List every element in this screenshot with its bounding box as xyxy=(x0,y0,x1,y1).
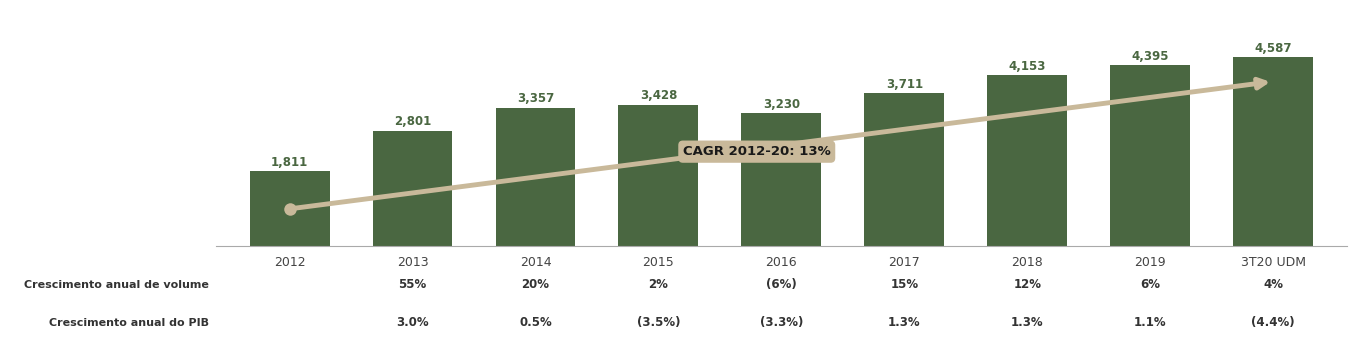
Text: 4%: 4% xyxy=(1264,278,1283,291)
Bar xyxy=(373,130,452,246)
Text: CAGR 2012-20: 13%: CAGR 2012-20: 13% xyxy=(683,145,831,158)
Bar xyxy=(1233,57,1313,246)
Text: 1.3%: 1.3% xyxy=(888,316,921,329)
Text: Orizon: Orizon xyxy=(29,151,82,166)
Text: resíduos: resíduos xyxy=(29,116,100,131)
Text: 3.0%: 3.0% xyxy=(396,316,429,329)
Bar xyxy=(988,75,1067,246)
Text: 3,357: 3,357 xyxy=(516,92,555,105)
Text: 3,230: 3,230 xyxy=(762,98,800,110)
Text: 2,801: 2,801 xyxy=(393,115,432,128)
Text: (4.4%): (4.4%) xyxy=(1251,316,1295,329)
Text: 4,587: 4,587 xyxy=(1254,42,1292,55)
Text: 0.5%: 0.5% xyxy=(519,316,552,329)
Bar xyxy=(619,105,698,246)
Text: 20%: 20% xyxy=(522,278,549,291)
Text: 1,811: 1,811 xyxy=(270,156,309,169)
FancyArrowPatch shape xyxy=(292,79,1265,208)
Text: (6%): (6%) xyxy=(766,278,796,291)
Text: 15%: 15% xyxy=(891,278,918,291)
Text: Volume de: Volume de xyxy=(29,81,116,96)
Text: (kton): (kton) xyxy=(29,182,71,196)
Bar xyxy=(1111,65,1190,246)
Text: 55%: 55% xyxy=(399,278,426,291)
Text: 1.1%: 1.1% xyxy=(1134,316,1167,329)
Text: 4,395: 4,395 xyxy=(1131,50,1169,63)
Text: Crescimento anual de volume: Crescimento anual de volume xyxy=(25,280,209,290)
Text: 6%: 6% xyxy=(1141,278,1160,291)
Text: 3,428: 3,428 xyxy=(639,89,678,103)
Text: 4,153: 4,153 xyxy=(1008,60,1046,73)
Text: 12%: 12% xyxy=(1014,278,1041,291)
Bar xyxy=(496,108,575,246)
Text: Crescimento anual do PIB: Crescimento anual do PIB xyxy=(49,318,209,327)
Bar xyxy=(865,93,944,246)
Bar xyxy=(250,171,329,246)
Text: 3,711: 3,711 xyxy=(885,78,923,91)
Bar xyxy=(742,113,821,246)
Text: 1.3%: 1.3% xyxy=(1011,316,1044,329)
Text: (3.3%): (3.3%) xyxy=(759,316,803,329)
Text: 2%: 2% xyxy=(649,278,668,291)
Text: (3.5%): (3.5%) xyxy=(637,316,680,329)
